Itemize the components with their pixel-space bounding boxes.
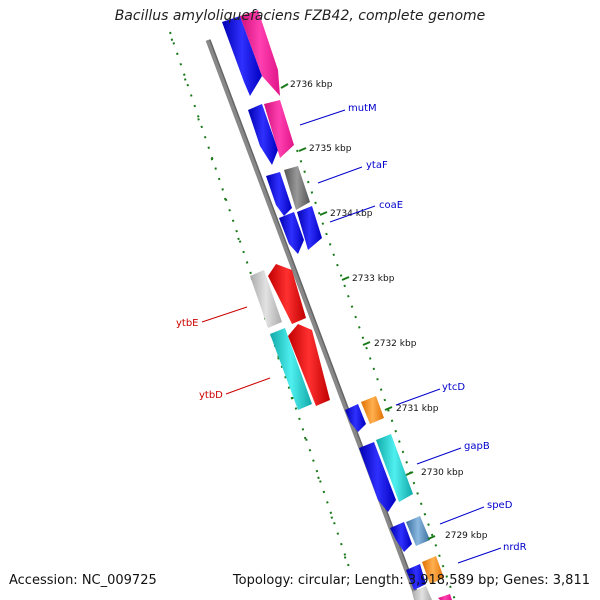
gene-arrow-cyan xyxy=(376,434,413,502)
scale-label: 2735 kbp xyxy=(309,144,352,154)
gene-arrow-blue xyxy=(279,212,304,254)
gene-label-ytcD[interactable]: ytcD xyxy=(442,382,465,393)
gene-arrow-blue xyxy=(266,172,292,216)
gene-arrow-light-gray xyxy=(412,586,432,600)
gene-label-mutM[interactable]: mutM xyxy=(348,103,377,114)
gene-labels: mutM ytaF coaE ytbE ytbD ytcD gapB speD … xyxy=(176,103,527,553)
gene-arrow-blue xyxy=(297,206,322,250)
gene-arrow-red xyxy=(288,324,330,406)
gene-label-coaE[interactable]: coaE xyxy=(379,200,403,211)
label-leader-lines xyxy=(201,109,502,564)
scale-label: 2736 kbp xyxy=(290,80,333,90)
gene-arrow-blue xyxy=(248,104,278,165)
scale-label: 2730 kbp xyxy=(421,468,464,478)
gene-arrow-orange xyxy=(422,556,444,584)
gene-label-ytaF[interactable]: ytaF xyxy=(366,160,388,171)
genome-summary: Topology: circular; Length: 3,918,589 bp… xyxy=(232,573,590,588)
gene-arrows xyxy=(222,10,452,600)
gene-arrow-blue xyxy=(390,522,412,552)
genome-backbone xyxy=(205,39,421,600)
scale-label: 2733 kbp xyxy=(352,274,395,284)
gene-arrow-light-gray xyxy=(250,270,282,328)
gene-arrow-cyan xyxy=(270,328,312,410)
gene-arrow-blue xyxy=(345,404,366,432)
gene-arrow-pink xyxy=(264,100,294,158)
map-title: Bacillus amyloliquefaciens FZB42, comple… xyxy=(114,8,486,24)
gene-arrow-pink xyxy=(438,594,452,600)
gene-label-speD[interactable]: speD xyxy=(487,500,513,511)
scale-label: 2731 kbp xyxy=(396,404,439,414)
accession-label: Accession: NC_009725 xyxy=(9,573,157,588)
gene-arrow-orange xyxy=(361,396,384,424)
gene-arrow-blue xyxy=(359,442,396,512)
scale-label: 2732 kbp xyxy=(374,339,417,349)
gene-arrow-steel xyxy=(406,516,430,546)
outer-scale-ticks xyxy=(296,149,456,600)
gene-arrow-red xyxy=(268,264,306,324)
gene-arrow-gray xyxy=(284,166,310,210)
gene-arrow-blue xyxy=(406,564,426,590)
scale-label: 2729 kbp xyxy=(445,531,488,541)
gene-label-gapB[interactable]: gapB xyxy=(464,441,490,452)
gene-arrow-pink xyxy=(240,10,280,96)
gene-arrow-blue xyxy=(222,16,262,96)
gene-label-ytbE[interactable]: ytbE xyxy=(176,318,199,329)
gene-label-ytbD[interactable]: ytbD xyxy=(199,390,223,401)
gene-label-nrdR[interactable]: nrdR xyxy=(503,542,527,553)
